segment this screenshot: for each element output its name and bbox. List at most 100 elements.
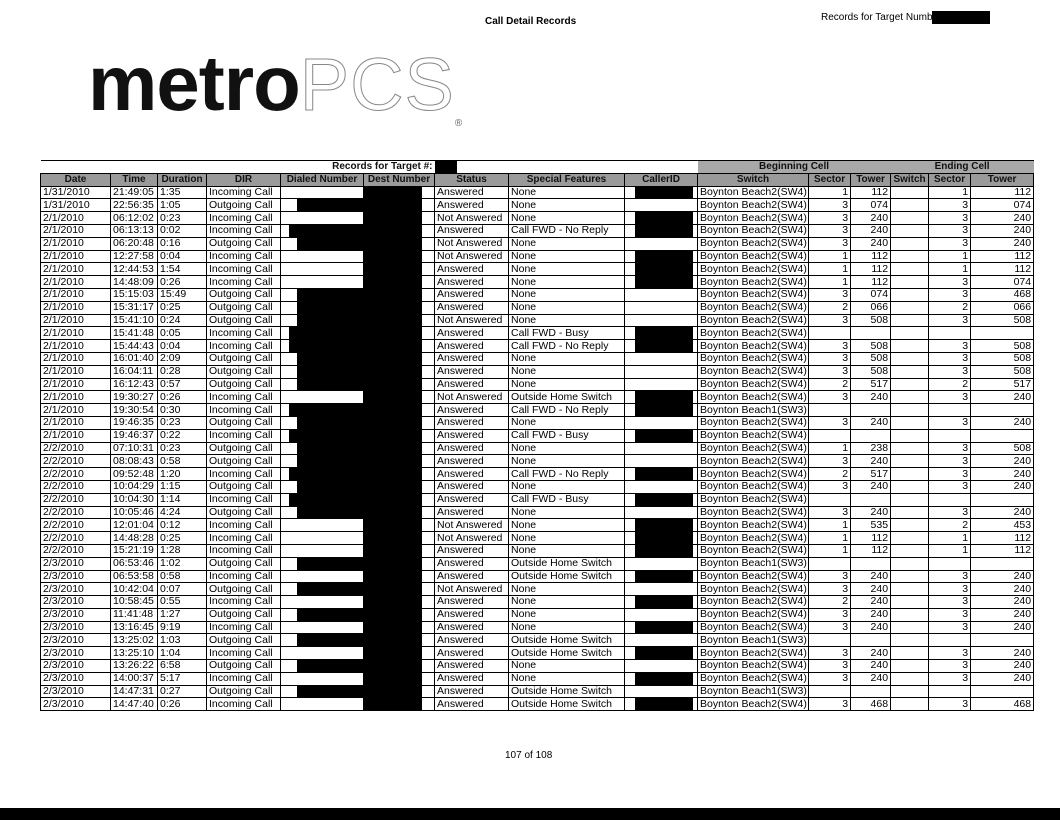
dialed-number-cell: [280, 390, 364, 405]
end-switch-cell: [890, 633, 930, 648]
time-cell: 13:26:22: [110, 659, 158, 673]
column-header: Tower: [850, 172, 892, 187]
end-sector-cell: [928, 633, 972, 648]
date-cell: 2/1/2010: [40, 377, 111, 392]
special-features-cell: Call FWD - Busy: [508, 326, 626, 341]
duration-cell: 1:04: [157, 646, 207, 661]
end-tower-cell: [970, 326, 1035, 341]
end-switch-cell: [890, 454, 930, 469]
table-row: 2/3/2010 14:47:31 0:27 Outgoing Call Answere…: [40, 684, 1035, 699]
caller-id-cell: [624, 595, 699, 609]
duration-cell: 0:05: [157, 326, 207, 341]
time-cell: 14:00:37: [110, 671, 158, 686]
time-cell: 10:04:30: [110, 492, 158, 507]
begin-tower-cell: 074: [850, 198, 892, 213]
redaction-box: [364, 417, 422, 429]
dest-number-cell: [362, 659, 436, 673]
caller-id-cell: [624, 300, 699, 315]
direction-cell: Outgoing Call: [206, 441, 281, 456]
date-cell: 2/1/2010: [40, 428, 111, 443]
table-row: 2/1/2010 15:31:17 0:25 Outgoing Call Answere…: [40, 300, 1035, 315]
end-sector-cell: 3: [928, 313, 972, 328]
begin-tower-cell: 240: [850, 620, 892, 635]
redaction-box: [364, 468, 422, 480]
special-features-cell: None: [508, 659, 626, 673]
time-cell: 06:20:48: [110, 236, 158, 251]
end-sector-cell: 3: [928, 339, 972, 353]
special-features-cell: Outside Home Switch: [508, 697, 626, 712]
redaction-box: [364, 596, 422, 608]
begin-sector-cell: 3: [808, 351, 852, 366]
special-features-cell: Call FWD - No Reply: [508, 339, 626, 353]
redaction-box: [297, 481, 363, 493]
dialed-number-cell: [280, 236, 364, 251]
end-switch-cell: [890, 236, 930, 251]
redaction-box: [635, 187, 694, 198]
table-row: 2/3/2010 06:53:46 1:02 Outgoing Call Answere…: [40, 556, 1035, 571]
duration-cell: 0:26: [157, 275, 207, 289]
special-features-cell: Outside Home Switch: [508, 646, 626, 661]
end-tower-cell: 240: [970, 223, 1035, 238]
redaction-box: [364, 391, 422, 403]
date-cell: 2/1/2010: [40, 339, 111, 353]
special-features-cell: None: [508, 351, 626, 366]
begin-sector-cell: [808, 326, 852, 341]
begin-switch-cell: Boynton Beach2(SW4): [697, 582, 810, 597]
begin-tower-cell: 240: [850, 236, 892, 251]
direction-cell: Outgoing Call: [206, 659, 281, 673]
end-switch-cell: [890, 569, 930, 584]
special-features-cell: None: [508, 620, 626, 635]
redaction-box: [635, 212, 694, 224]
end-sector-cell: 3: [928, 390, 972, 405]
caller-id-cell: [624, 697, 699, 712]
date-cell: 2/3/2010: [40, 633, 111, 648]
dialed-number-cell: [280, 671, 364, 686]
end-switch-cell: [890, 223, 930, 238]
redacted-target: [434, 161, 457, 173]
caller-id-cell: [624, 185, 699, 200]
date-cell: 2/2/2010: [40, 543, 111, 558]
time-cell: 12:01:04: [110, 518, 158, 533]
special-features-cell: Outside Home Switch: [508, 633, 626, 648]
redaction-box: [297, 302, 363, 314]
dialed-number-cell: [280, 518, 364, 533]
table-row: 2/3/2010 13:25:02 1:03 Outgoing Call Answere…: [40, 633, 1035, 648]
end-tower-cell: 240: [970, 390, 1035, 405]
end-switch-cell: [890, 518, 930, 533]
date-cell: 2/1/2010: [40, 236, 111, 251]
dialed-number-cell: [280, 556, 364, 571]
scan-edge-bar: [0, 808, 1060, 820]
direction-cell: Outgoing Call: [206, 479, 281, 494]
caller-id-cell: [624, 467, 699, 481]
begin-tower-cell: 240: [850, 454, 892, 469]
date-cell: 2/3/2010: [40, 659, 111, 673]
caller-id-cell: [624, 607, 699, 622]
table-row: 2/2/2010 09:52:48 1:20 Incoming Call Answere…: [40, 467, 1035, 481]
end-sector-cell: 3: [928, 505, 972, 520]
status-cell: Answered: [434, 326, 510, 341]
redaction-box: [364, 379, 422, 390]
dest-number-cell: [362, 236, 436, 251]
end-sector-cell: 3: [928, 236, 972, 251]
redaction-box: [364, 686, 422, 697]
time-cell: 08:08:43: [110, 454, 158, 469]
table-row: 2/3/2010 13:26:22 6:58 Outgoing Call Answere…: [40, 659, 1035, 673]
duration-cell: 1:20: [157, 467, 207, 481]
end-sector-cell: [928, 403, 972, 417]
begin-sector-cell: 2: [808, 595, 852, 609]
end-tower-cell: 240: [970, 569, 1035, 584]
date-cell: 2/2/2010: [40, 505, 111, 520]
caller-id-cell: [624, 287, 699, 302]
beginning-cell-header: Beginning Cell: [697, 160, 891, 174]
status-cell: Not Answered: [434, 211, 510, 225]
dest-number-cell: [362, 223, 436, 238]
caller-id-cell: [624, 339, 699, 353]
dialed-number-cell: [280, 198, 364, 213]
begin-switch-cell: Boynton Beach2(SW4): [697, 595, 810, 609]
time-cell: 12:27:58: [110, 249, 158, 264]
dialed-number-cell: [280, 249, 364, 264]
end-tower-cell: 112: [970, 543, 1035, 558]
time-cell: 12:44:53: [110, 262, 158, 277]
redaction-box: [635, 596, 694, 608]
begin-switch-cell: Boynton Beach2(SW4): [697, 198, 810, 213]
